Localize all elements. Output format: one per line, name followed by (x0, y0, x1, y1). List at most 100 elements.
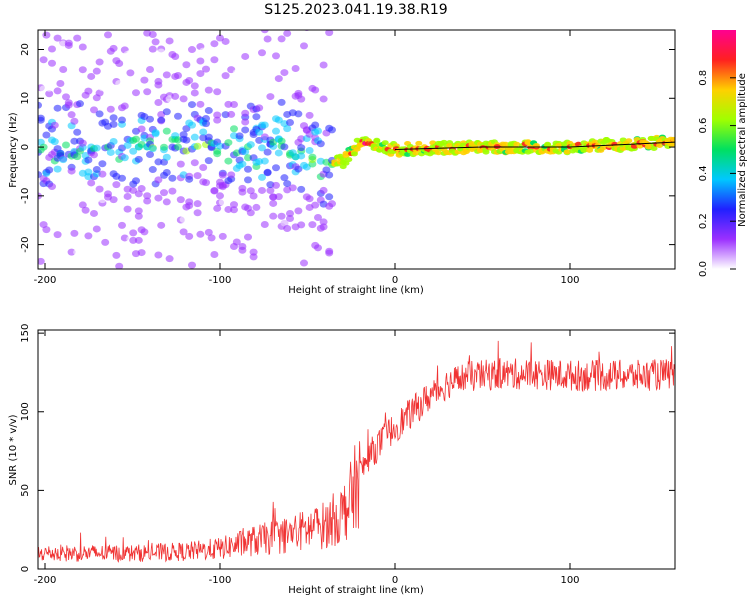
spectrogram-cell (255, 128, 264, 136)
snr-frame (37, 329, 676, 570)
spectrogram-cell (62, 337, 70, 344)
spectrogram-cell (182, 19, 190, 26)
spectrogram-cell (148, 30, 157, 38)
spectrogram-cell (266, 187, 275, 195)
spectrogram-cell (174, 143, 182, 151)
spectrogram-cell (179, 131, 188, 139)
spectrogram-cell (277, 212, 286, 220)
spectrogram-cell (544, 141, 552, 147)
spectrogram-cell (132, 89, 140, 97)
spectrogram-cell (101, 341, 109, 348)
spectrogram-cell (62, 208, 70, 216)
spectrogram-cell (84, 156, 93, 164)
spectrogram-cell (317, 18, 325, 25)
spectrogram-cell (258, 186, 266, 194)
spectrogram-cell (255, 10, 263, 17)
spectrogram-cell (62, 141, 70, 149)
spectrogram-cell (188, 46, 196, 54)
spectrogram-cell (182, 136, 191, 144)
spectrogram-cell (42, 31, 51, 39)
spectrogram-cell (202, 65, 210, 73)
spectrogram-cell (78, 43, 87, 51)
spectrogram-cell (160, 143, 168, 151)
center-frequency-line (394, 141, 675, 150)
spectrogram-cell (104, 190, 112, 198)
spectrogram-cell (260, 30, 269, 34)
spectrogram-cell (260, 221, 269, 229)
spectrogram-cell (50, 121, 59, 129)
spectrogram-cell (56, 149, 65, 157)
colorbar-tick-label: 0.4 (698, 165, 709, 181)
spectrogram-cell (670, 136, 675, 142)
spectrogram-cell (202, 120, 210, 128)
spectrogram-cell (636, 143, 644, 149)
spectrogram-cell (34, 0, 42, 5)
spectrogram-cell (157, 239, 166, 247)
spectrogram-cell (148, 145, 157, 153)
spectrogram-cell (171, 92, 180, 100)
colorbar-tick-label: 0.8 (698, 70, 709, 86)
spectrogram-cell (129, 186, 138, 194)
spectrogram-cell (258, 49, 266, 57)
spectrogram-cell (319, 186, 328, 194)
spectrogram-cell (115, 59, 124, 67)
spectrogram-cell (286, 214, 294, 222)
spectrogram-cell (95, 216, 104, 224)
spectrogram-cell (221, 222, 230, 230)
spectrogram-cell (196, 230, 205, 238)
spectrogram-cell (96, 319, 104, 326)
spectrogram-cell (319, 223, 328, 231)
spectrogram-cell (412, 150, 420, 156)
spectrogram-cell (162, 153, 171, 161)
spectrogram-cell (90, 289, 98, 296)
spectrogram-cell (244, 154, 252, 162)
spectrogram-cell (92, 67, 101, 75)
spectrogram-cell (132, 135, 140, 143)
spectrogram-cell (446, 143, 454, 149)
spectrogram-cell (193, 246, 202, 254)
spectrogram-cell (263, 169, 272, 177)
spectrogram-cell (280, 69, 289, 77)
spectrogram-cell (247, 0, 255, 1)
spectrogram-cell (148, 45, 157, 53)
spectrogram-cell (244, 233, 252, 241)
spectrogram-cell (134, 236, 143, 244)
spectrogram-cell (152, 3, 160, 10)
spectrogram-cell (300, 259, 308, 267)
colorbar-ticks: 0.0 0.2 0.4 0.6 0.8 (698, 70, 736, 277)
spectrogram-cell (174, 112, 182, 120)
spectrogram-cell (118, 221, 126, 229)
spectrogram-cell (109, 120, 118, 128)
spectrogram-cell (87, 72, 96, 80)
spectrogram-cell (98, 170, 107, 178)
spectrogram-cell (106, 148, 115, 156)
spectrogram-cell (199, 128, 208, 136)
spectrogram-cell (168, 30, 177, 34)
spectrogram-cell (252, 113, 261, 121)
spectrogram-cell (70, 137, 79, 145)
spectrogram-cell (216, 142, 224, 150)
spectrogram-cell (204, 228, 213, 236)
spectrogram-cell (162, 71, 171, 79)
spectrogram-cell (325, 30, 334, 37)
spectrogram-cell (45, 90, 54, 98)
colorbar-tick-label: 0.6 (698, 118, 709, 134)
spectrogram-cell (162, 127, 171, 135)
spectrogram-cell (238, 188, 247, 196)
spectrogram-cell (258, 173, 266, 181)
spectrogram-cell (81, 206, 90, 214)
spectrogram-cell (202, 179, 210, 187)
spectrogram-cell (90, 17, 98, 24)
spectrogram-cell (205, 13, 213, 20)
spectrogram-cell (115, 80, 124, 88)
spectrogram-cell (277, 98, 286, 106)
snr-x-ticks: -200 -100 0 100 (34, 330, 580, 586)
spectrogram-cell (322, 105, 331, 113)
spectrogram-cell (96, 15, 104, 22)
spectrogram-cell (218, 198, 227, 206)
spectrogram-cell (300, 271, 308, 278)
spectrogram-cell (118, 174, 126, 182)
spectrogram-cell (53, 165, 62, 173)
spectrogram-cell (101, 238, 110, 246)
spectrogram-cell (199, 47, 208, 55)
